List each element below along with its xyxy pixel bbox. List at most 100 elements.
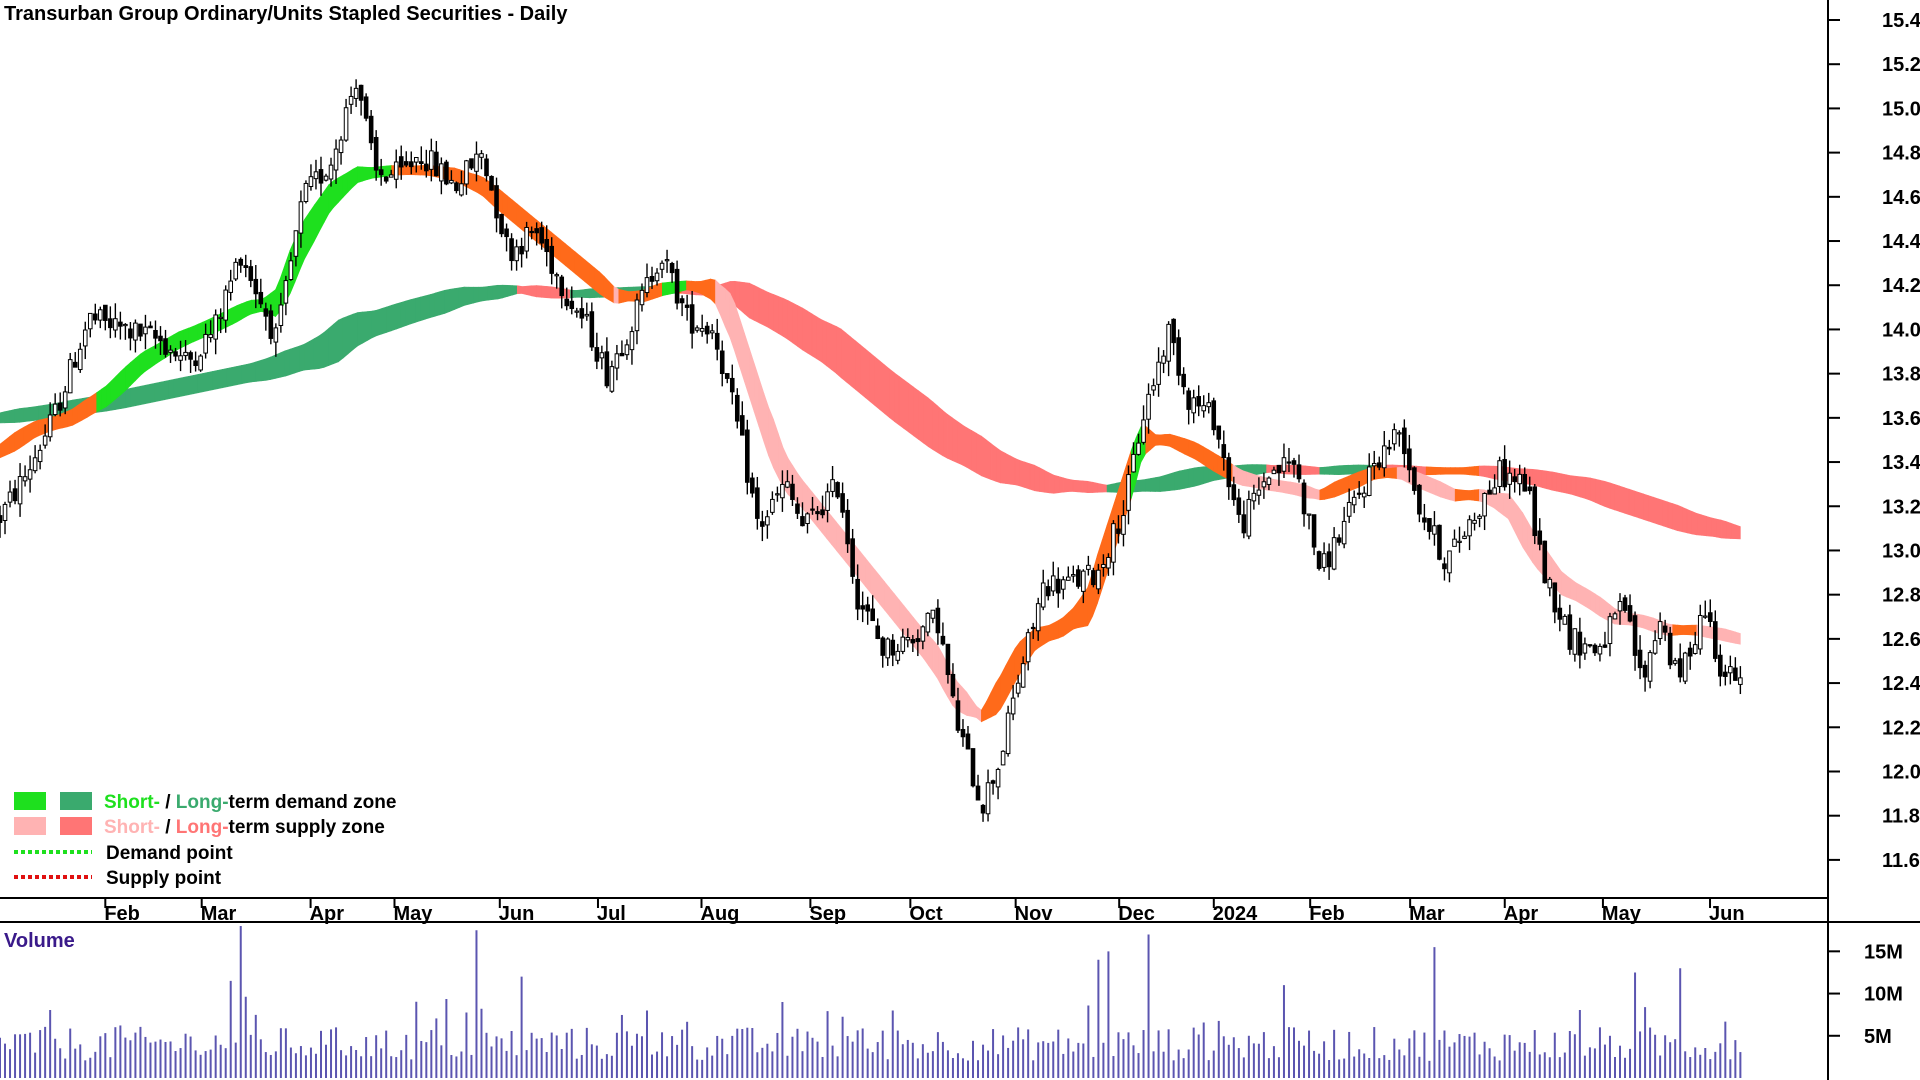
- long-term-zone-segment: [1667, 501, 1673, 530]
- long-term-zone-segment: [1048, 472, 1055, 494]
- long-term-zone-segment: [1474, 465, 1480, 477]
- short-term-zone-segment: [246, 299, 252, 317]
- short-term-zone-segment: [860, 551, 866, 588]
- candle-body-up: [208, 334, 213, 339]
- long-term-zone-segment: [536, 285, 542, 298]
- short-term-zone-segment: [91, 392, 97, 415]
- long-term-zone-segment: [376, 308, 383, 336]
- candle-body-down: [800, 516, 805, 527]
- candle-body-down: [1045, 586, 1051, 597]
- candle-body-down: [1502, 459, 1507, 488]
- candle-body-down: [243, 265, 249, 268]
- candle-body-down: [734, 394, 740, 422]
- candle-body-up: [1246, 498, 1252, 537]
- x-tick-label: May: [1602, 903, 1642, 925]
- candle-body-down: [835, 482, 840, 498]
- candle-body-up: [1000, 750, 1006, 766]
- short-term-zone-segment: [52, 414, 59, 431]
- candle-body-down: [795, 503, 800, 514]
- long-term-zone-segment: [1097, 482, 1103, 493]
- legend-demand-sep: /: [160, 792, 176, 813]
- candle-body-up: [218, 316, 223, 320]
- candle-body-up: [1086, 564, 1091, 570]
- legend-demand-label: Short- / Long-term demand zone: [104, 792, 396, 813]
- legend-short-supply-swatch: [14, 817, 46, 835]
- y-tick-label: 12.4: [1882, 673, 1920, 695]
- candle-body-down: [118, 321, 123, 327]
- short-term-zone-segment: [1048, 622, 1055, 642]
- short-term-zone-segment: [106, 380, 112, 408]
- candle-body-down: [504, 228, 509, 238]
- long-term-zone-segment: [995, 446, 1002, 484]
- candle-body-down: [1733, 667, 1738, 681]
- short-term-zone-segment: [1063, 611, 1069, 637]
- long-term-zone-segment: [207, 371, 214, 392]
- long-term-zone-segment: [1720, 519, 1727, 539]
- candle-body-down: [1076, 569, 1081, 587]
- candle-body-up: [925, 612, 931, 633]
- y-tick-label: 11.6: [1882, 850, 1920, 872]
- candle-body-down: [589, 311, 595, 348]
- long-term-zone-segment: [400, 300, 407, 328]
- x-axis-ticks: Feb Mar Apr May Jun Jul Aug Sep Oct Nov Dec 2024 Feb…: [104, 898, 1745, 925]
- candle-body-up: [1472, 519, 1477, 524]
- short-term-zone-segment: [1570, 578, 1577, 602]
- candle-body-up: [52, 403, 58, 416]
- candle-body-up: [574, 310, 580, 313]
- long-term-zone-segment: [468, 286, 475, 305]
- candle-body-down: [719, 350, 725, 375]
- candle-body-up: [228, 280, 234, 293]
- candle-body-up: [1547, 578, 1553, 589]
- candle-body-up: [1482, 493, 1487, 517]
- long-term-zone-segment: [483, 286, 489, 302]
- short-term-zone-segment: [120, 366, 126, 396]
- candle-body-up: [308, 176, 314, 188]
- long-term-zone-segment: [338, 317, 344, 363]
- short-term-zone-segment: [1503, 493, 1509, 520]
- y-tick-label: 11.8: [1882, 806, 1920, 828]
- long-term-zone-segment: [1029, 463, 1035, 492]
- long-term-zone-segment: [1053, 474, 1060, 494]
- candle-body-up: [1341, 520, 1347, 545]
- long-term-zone-segment: [1541, 470, 1548, 490]
- short-term-zone-segment: [840, 527, 847, 564]
- x-tick-label: Dec: [1118, 903, 1155, 925]
- short-term-zone-segment: [1324, 484, 1330, 500]
- short-term-zone-segment: [1198, 443, 1205, 466]
- y-tick-label: 14.6: [1882, 187, 1920, 209]
- x-tick-label: Feb: [104, 903, 140, 925]
- long-term-zone-segment: [130, 386, 136, 408]
- short-term-zone-segment: [1430, 477, 1437, 496]
- long-term-zone-segment: [1309, 466, 1316, 475]
- candle-body-down: [153, 330, 158, 339]
- long-term-zone-segment: [1348, 464, 1354, 475]
- candle-body-down: [880, 637, 886, 656]
- candle-body-down: [935, 607, 941, 634]
- candle-body-up: [98, 309, 103, 321]
- candle-body-up: [614, 353, 620, 369]
- x-tick-label: Apr: [310, 903, 345, 925]
- long-term-zone-segment: [139, 384, 146, 406]
- long-term-zone-segment: [1459, 467, 1466, 475]
- long-term-zone-segment: [1058, 476, 1064, 494]
- short-term-zone-segment: [618, 288, 624, 304]
- candle-body-down: [865, 604, 870, 612]
- candle-body-up: [895, 650, 901, 661]
- candle-body-up: [1652, 640, 1658, 654]
- candle-body-up: [82, 329, 88, 347]
- long-term-zone-segment: [1469, 466, 1475, 476]
- long-term-zone-segment: [932, 401, 939, 454]
- short-term-zone-segment: [865, 557, 871, 594]
- long-term-zone-segment: [255, 359, 262, 382]
- long-term-zone-segment: [265, 356, 272, 381]
- short-term-zone-segment: [1285, 481, 1292, 495]
- candle-body-down: [193, 360, 198, 367]
- candle-body-down: [403, 161, 409, 166]
- long-term-zone-segment: [478, 286, 484, 303]
- x-tick-label: Mar: [1409, 903, 1445, 925]
- candle-body-up: [1497, 460, 1502, 487]
- short-term-zone-segment: [1561, 570, 1567, 598]
- short-term-zone-segment: [574, 251, 581, 279]
- long-term-zone-segment: [217, 369, 223, 390]
- long-term-zone-segment: [1159, 474, 1166, 492]
